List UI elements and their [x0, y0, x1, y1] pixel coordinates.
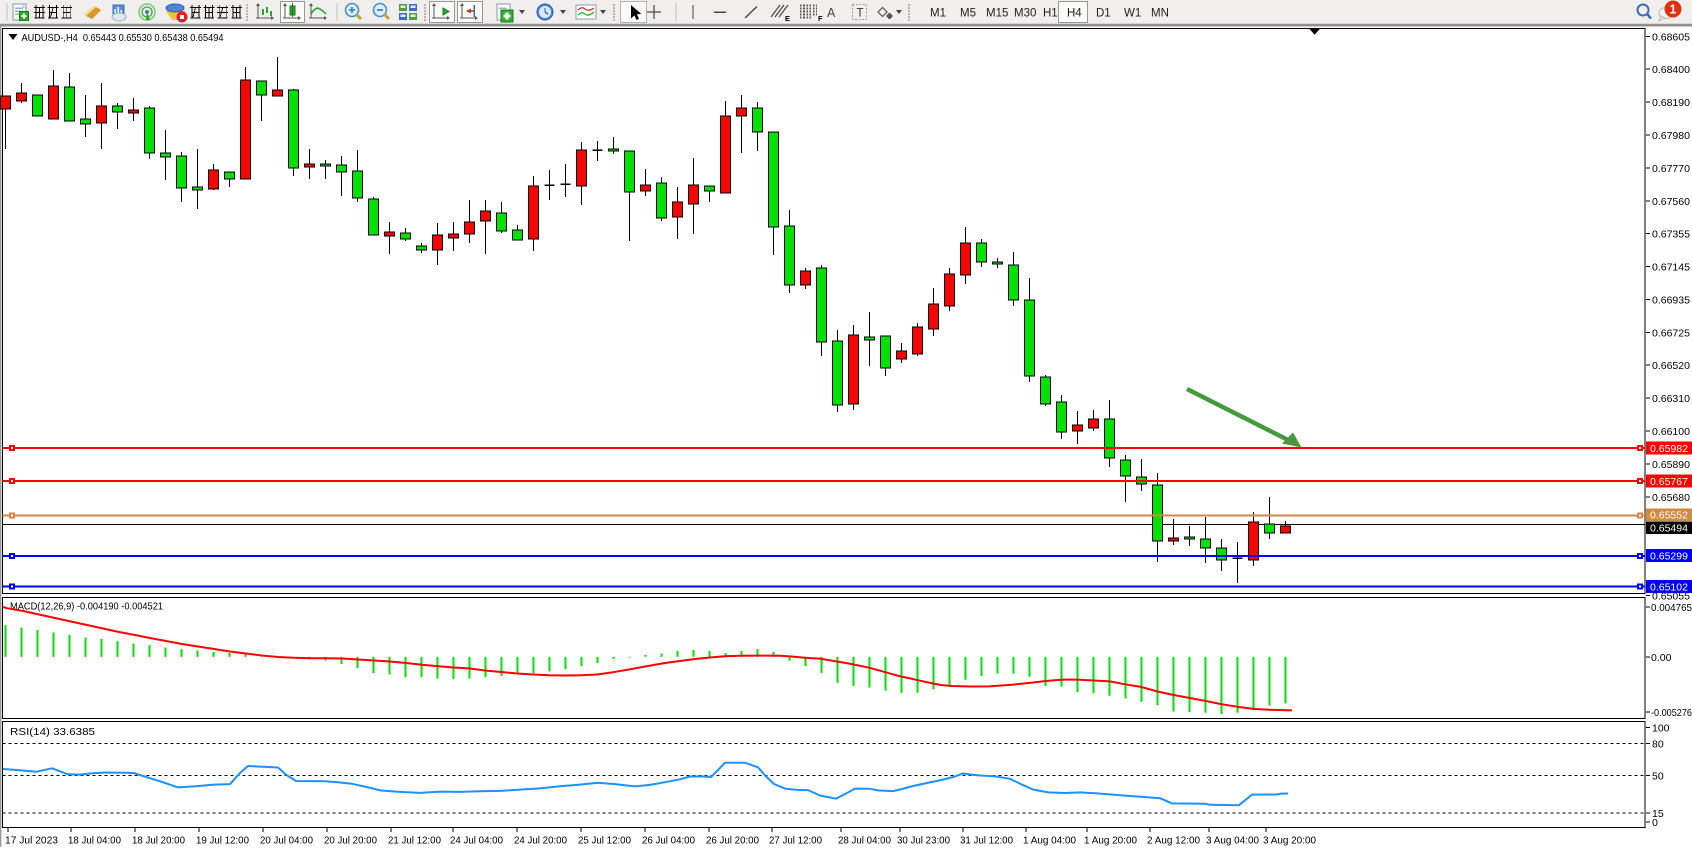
svg-text:0.68400: 0.68400 — [1652, 64, 1690, 76]
svg-text:-0.005276: -0.005276 — [1651, 707, 1692, 719]
svg-text:M5: M5 — [960, 8, 976, 20]
svg-text:0.65767: 0.65767 — [1650, 476, 1688, 488]
svg-text:28 Jul 04:00: 28 Jul 04:00 — [838, 835, 891, 847]
svg-text:26 Jul 20:00: 26 Jul 20:00 — [706, 835, 759, 847]
svg-text:0.004765: 0.004765 — [1651, 602, 1692, 614]
svg-text:0.65299: 0.65299 — [1650, 550, 1688, 562]
svg-text:17 Jul 2023: 17 Jul 2023 — [5, 835, 58, 847]
svg-text:25 Jul 12:00: 25 Jul 12:00 — [578, 835, 631, 847]
svg-text:19 Jul 12:00: 19 Jul 12:00 — [196, 835, 249, 847]
svg-text:1 Aug 20:00: 1 Aug 20:00 — [1084, 835, 1137, 847]
svg-text:3 Aug 04:00: 3 Aug 04:00 — [1206, 835, 1259, 847]
svg-text:80: 80 — [1652, 739, 1664, 751]
svg-text:27 Jul 12:00: 27 Jul 12:00 — [769, 835, 822, 847]
svg-text:H4: H4 — [1067, 8, 1082, 20]
svg-text:0.00: 0.00 — [1651, 652, 1672, 664]
svg-text:21 Jul 12:00: 21 Jul 12:00 — [388, 835, 441, 847]
svg-text:0.65890: 0.65890 — [1652, 459, 1690, 471]
svg-text:M15: M15 — [986, 8, 1008, 20]
svg-text:T: T — [857, 8, 864, 20]
svg-text:RSI(14) 33.6385: RSI(14) 33.6385 — [10, 726, 95, 738]
svg-text:0.67560: 0.67560 — [1652, 196, 1690, 208]
svg-text:24 Jul 20:00: 24 Jul 20:00 — [514, 835, 567, 847]
svg-text:0.65680: 0.65680 — [1652, 492, 1690, 504]
svg-text:MN: MN — [1151, 8, 1169, 20]
svg-text:1 Aug 04:00: 1 Aug 04:00 — [1023, 835, 1076, 847]
svg-text:D1: D1 — [1096, 8, 1111, 20]
svg-text:0.66520: 0.66520 — [1652, 360, 1690, 372]
svg-text:0.66100: 0.66100 — [1652, 426, 1690, 438]
svg-text:A: A — [827, 6, 836, 20]
svg-text:31 Jul 12:00: 31 Jul 12:00 — [960, 835, 1013, 847]
svg-text:0.65552: 0.65552 — [1650, 510, 1688, 522]
svg-text:0.67355: 0.67355 — [1652, 228, 1690, 240]
svg-text:1: 1 — [1670, 3, 1677, 17]
svg-text:0.66310: 0.66310 — [1652, 393, 1690, 405]
svg-text:0.67770: 0.67770 — [1652, 163, 1690, 175]
svg-text:0.65055: 0.65055 — [1652, 591, 1690, 603]
svg-text:3 Aug 20:00: 3 Aug 20:00 — [1263, 835, 1316, 847]
svg-text:0.68605: 0.68605 — [1652, 31, 1690, 43]
svg-text:0.66725: 0.66725 — [1652, 328, 1690, 340]
svg-text:0.66935: 0.66935 — [1652, 294, 1690, 306]
svg-text:50: 50 — [1652, 770, 1664, 782]
svg-text:0.67145: 0.67145 — [1652, 261, 1690, 273]
svg-text:H1: H1 — [1043, 8, 1058, 20]
svg-text:0.65102: 0.65102 — [1650, 581, 1688, 593]
svg-text:0.67980: 0.67980 — [1652, 130, 1690, 142]
svg-text:0.68190: 0.68190 — [1652, 97, 1690, 109]
svg-text:F: F — [818, 14, 823, 23]
svg-text:E: E — [785, 14, 790, 23]
svg-text:0.65494: 0.65494 — [1650, 522, 1688, 534]
svg-text:18 Jul 20:00: 18 Jul 20:00 — [132, 835, 185, 847]
svg-text:AUDUSD-,H4 0.65443 0.65530 0.: AUDUSD-,H4 0.65443 0.65530 0.65438 0.654… — [22, 32, 224, 44]
svg-text:0: 0 — [1652, 817, 1658, 829]
svg-text:30 Jul 23:00: 30 Jul 23:00 — [897, 835, 950, 847]
svg-text:24 Jul 04:00: 24 Jul 04:00 — [450, 835, 503, 847]
svg-text:M1: M1 — [930, 8, 946, 20]
svg-text:M30: M30 — [1014, 8, 1036, 20]
svg-text:W1: W1 — [1124, 8, 1141, 20]
svg-text:26 Jul 04:00: 26 Jul 04:00 — [642, 835, 695, 847]
svg-text:MACD(12,26,9) -0.004190 -0.004: MACD(12,26,9) -0.004190 -0.004521 — [10, 601, 163, 613]
svg-text:20 Jul 20:00: 20 Jul 20:00 — [324, 835, 377, 847]
svg-text:15: 15 — [1652, 808, 1664, 820]
svg-text:20 Jul 04:00: 20 Jul 04:00 — [260, 835, 313, 847]
svg-text:0.65982: 0.65982 — [1650, 443, 1688, 455]
svg-text:2 Aug 12:00: 2 Aug 12:00 — [1147, 835, 1200, 847]
svg-text:18 Jul 04:00: 18 Jul 04:00 — [68, 835, 121, 847]
svg-text:100: 100 — [1652, 723, 1670, 735]
